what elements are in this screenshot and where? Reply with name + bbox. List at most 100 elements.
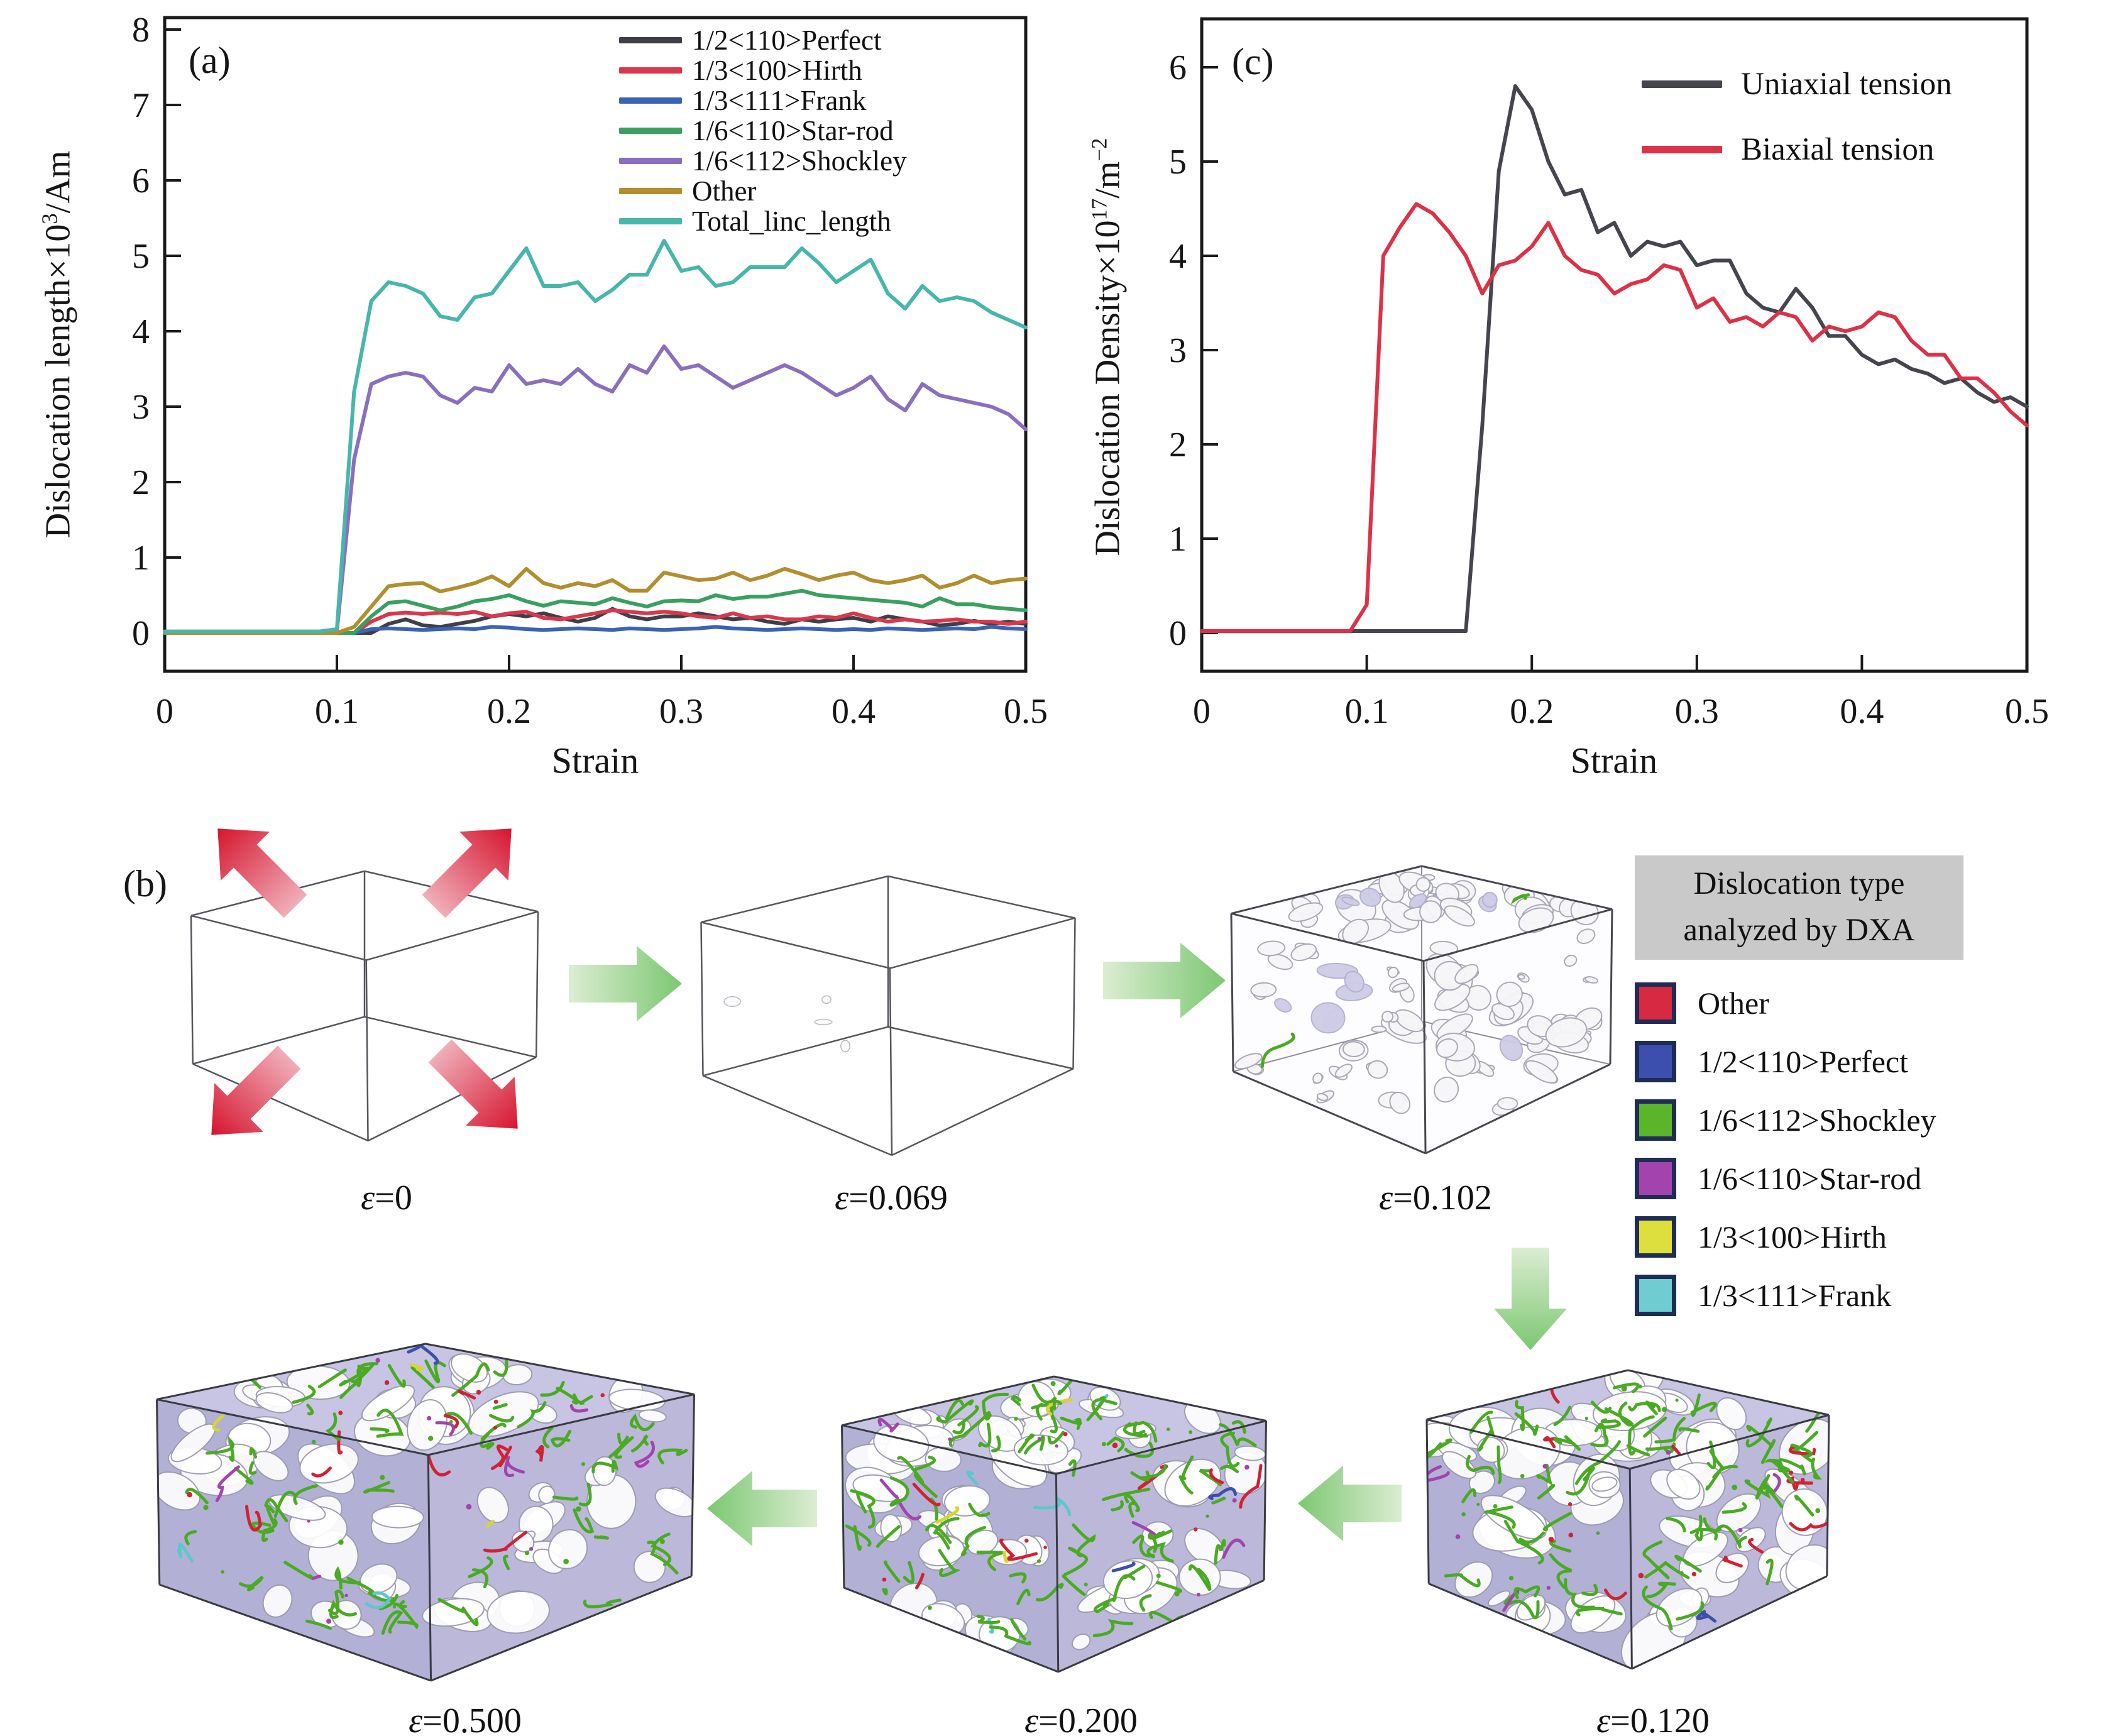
void-blob [1419,895,1446,923]
dislocation-dot [427,1415,432,1421]
flow-arrow-right-2 [1103,943,1226,1018]
void-blob [1441,1451,1476,1480]
dislocation-dot [1036,1559,1041,1563]
dislocation-line [1510,893,1530,905]
dislocation-line [239,1575,264,1591]
simulation-box-eps-0102 [1230,865,1613,1155]
dislocation-line [517,1401,547,1429]
dislocation-line [1211,1497,1226,1505]
dislocation-line [882,1588,888,1596]
dislocation-dot [882,1577,887,1582]
dislocation-line [327,1590,345,1615]
legend-label: Uniaxial tension [1741,66,1952,102]
dislocation-line [1010,1395,1021,1406]
dislocation-line [1706,1440,1716,1470]
dislocation-line [489,1414,515,1423]
dislocation-line [1748,1537,1764,1554]
legend-row: 1/6<110>Star-rod [619,116,907,146]
dislocation-dot [1050,1381,1056,1387]
dislocation-line [1139,1464,1167,1480]
dislocation-line [1057,1376,1079,1395]
void-blob [407,1399,448,1451]
void-blob [1564,1591,1627,1634]
dislocation-line [845,1524,872,1547]
y-tick-label-a: 1 [132,539,150,578]
dislocation-line [483,1530,528,1553]
dislocation-line [1553,1405,1572,1426]
dislocation-dot [1738,1527,1743,1533]
void-blob [1335,970,1373,1001]
dxa-legend-items: Other 1/2<110>Perfect 1/6<112>Shockley 1/6<… [1635,974,1936,1324]
dislocation-dot [948,1437,952,1441]
legend-label: 1/6<110>Star-rod [692,114,894,146]
dislocation-line [249,1447,258,1459]
dislocation-line [1689,1529,1703,1542]
legend-row: 1/3<100>Hirth [619,55,907,85]
dislocation-line [925,1524,952,1544]
panel-c-y-axis-title: Dislocation Density×1017/m−2 [1087,138,1128,556]
dislocation-line [472,1568,489,1588]
dislocation-dot [1493,1503,1498,1508]
chart-a: 0 1 2 3 4 5 6 7 8 0 0.1 0.2 0.3 0.4 0.5 [132,11,1048,731]
dislocation-line [381,1610,404,1635]
tension-arrow-up-left [217,828,307,918]
void-blob [1394,1009,1427,1033]
void-blob [1257,940,1286,957]
box-edge [427,1393,695,1456]
dislocation-line [876,1525,901,1548]
dislocation-line [989,1625,1032,1645]
dislocation-dot [375,1358,380,1363]
dislocation-line [1132,1534,1155,1557]
dislocation-line [443,1414,459,1429]
void-blob [1435,1033,1475,1062]
y-tick-label-c: 5 [1169,143,1187,182]
box-edge [156,1343,426,1400]
y-tick-label-a: 0 [132,614,150,653]
dislocation-line [306,1404,314,1415]
box-edge [887,875,1075,919]
dislocation-line [1549,1553,1573,1589]
dislocation-line [1111,1561,1136,1573]
dislocation-line [614,1436,634,1459]
void-blob [1439,898,1475,927]
void-blob [528,1481,556,1504]
void-blob [297,1443,359,1495]
void-blob [1434,984,1471,1013]
dislocation-dot [1800,1478,1805,1483]
dislocation-line [556,1387,593,1405]
flow-arrow-left-2 [1298,1466,1402,1541]
dislocation-dot [1596,1531,1600,1535]
box-edge [842,1424,1057,1475]
ylabel-c-main: Dislocation Density×10 [1088,220,1128,556]
dislocation-line [1643,1416,1667,1438]
dislocation-line [657,1448,688,1464]
dislocation-dot [380,1475,385,1480]
speck [840,1040,850,1053]
legend-label: 1/3<100>Hirth [692,54,862,86]
box-edge [887,1026,1073,1070]
legend-line-sample [619,128,682,134]
box-edge [1629,1414,1830,1470]
void-blob [1274,997,1292,1013]
simulation-box-eps-0120 [1425,1369,1830,1670]
dislocation-line [1666,1517,1686,1533]
dislocation-line [1130,1470,1150,1481]
x-tick-label-a: 0.1 [315,692,359,731]
void-blob [638,1409,667,1423]
void-blob [1267,953,1293,970]
void-blob [1408,893,1427,909]
dislocation-line [1549,1539,1572,1553]
dislocation-line [1575,1607,1623,1617]
void-blob [1378,1091,1411,1114]
void-blob [262,1584,293,1618]
legend-label: Total_linc_length [692,205,891,237]
dislocation-line [1112,1574,1136,1602]
dislocation-line [1016,1588,1031,1605]
y-tick-label-a: 2 [132,463,150,502]
dislocation-dot [384,1380,390,1385]
panel-a-letter: (a) [189,40,231,81]
dislocation-line [206,1436,235,1462]
panel-a-x-axis-title: Strain [551,740,639,781]
